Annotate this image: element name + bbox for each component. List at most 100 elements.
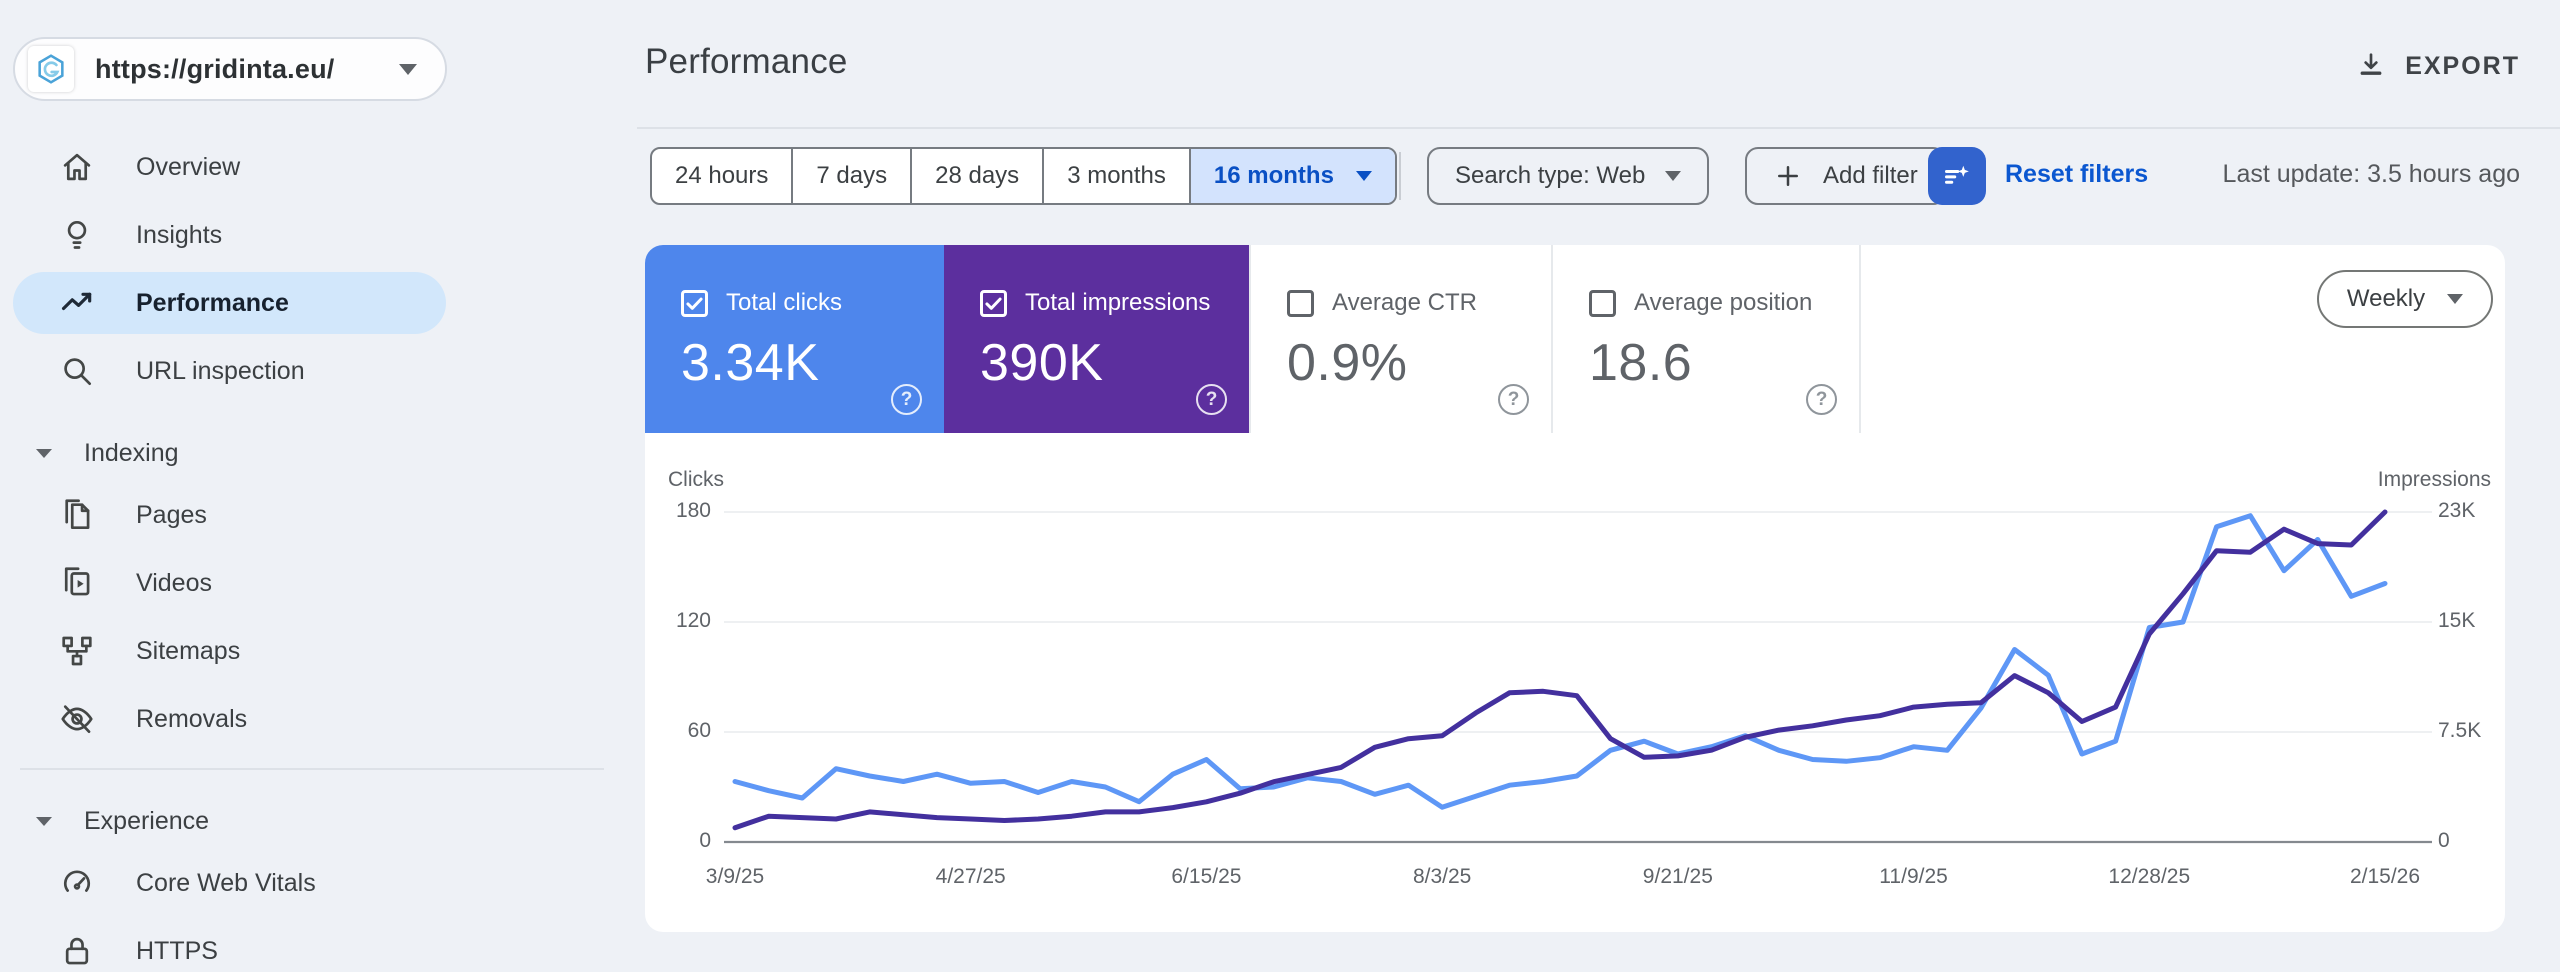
site-logo-icon [28, 46, 74, 92]
left-axis-tick: 0 [699, 829, 711, 852]
right-axis-tick: 0 [2438, 829, 2450, 852]
unchecked-checkbox[interactable] [1589, 289, 1616, 317]
date-range-segmented-control: 24 hours 7 days 28 days 3 months 16 months [650, 147, 1397, 205]
sidebar-item-insights[interactable]: Insights [13, 204, 446, 266]
sidebar-section-experience[interactable]: Experience [0, 790, 612, 852]
sidebar-item-label: Performance [136, 288, 289, 317]
left-axis-tick: 180 [675, 499, 711, 522]
metric-card-header: Average position [1589, 289, 1812, 317]
ai-filter-button[interactable] [1928, 147, 1986, 205]
metric-card-total-impressions[interactable]: Total impressions 390K? [944, 245, 1249, 433]
add-filter-label: Add filter [1823, 162, 1918, 189]
trend-icon [58, 284, 96, 322]
sidebar-item-removals[interactable]: Removals [13, 688, 446, 750]
section-label: Indexing [84, 438, 179, 467]
export-label: EXPORT [2405, 51, 2520, 80]
reset-filters-link[interactable]: Reset filters [2005, 160, 2149, 188]
sidebar-section-indexing[interactable]: Indexing [0, 422, 612, 484]
sidebar-item-label: Overview [136, 152, 241, 181]
page-title: Performance [645, 42, 848, 81]
search-type-label: Search type: Web [1455, 162, 1646, 189]
section-label: Experience [84, 806, 210, 835]
export-button[interactable]: EXPORT [2355, 50, 2520, 82]
last-update-text: Last update: 3.5 hours ago [2222, 160, 2520, 188]
sidebar-item-performance[interactable]: Performance [13, 272, 446, 334]
date-range-28-days[interactable]: 28 days [910, 149, 1042, 203]
metric-card-header: Average CTR [1287, 289, 1477, 317]
chevron-down-icon [36, 816, 52, 826]
x-axis-tick: 11/9/25 [1879, 865, 1948, 888]
x-axis-tick: 8/3/25 [1412, 865, 1472, 888]
metric-label: Total clicks [726, 289, 843, 316]
chart-plot[interactable] [724, 509, 2432, 844]
help-icon[interactable]: ? [1806, 384, 1837, 415]
x-axis-tick: 12/28/25 [2108, 865, 2191, 888]
metric-value: 390K [980, 334, 1104, 392]
date-range-7-days[interactable]: 7 days [791, 149, 910, 203]
sitemap-icon [58, 632, 96, 670]
date-range-3-months[interactable]: 3 months [1042, 149, 1189, 203]
sidebar-item-core-web-vitals[interactable]: Core Web Vitals [13, 852, 446, 914]
metric-label: Average CTR [1332, 289, 1477, 316]
sidebar-item-label: Videos [136, 568, 212, 597]
right-axis-title: Impressions [2377, 468, 2491, 491]
help-icon[interactable]: ? [891, 384, 922, 415]
eye-off-icon [58, 700, 96, 738]
granularity-label: Weekly [2346, 285, 2426, 312]
add-filter-chip[interactable]: Add filter [1745, 147, 1946, 205]
plus-icon [1773, 161, 1803, 191]
metric-card-header: Total impressions [980, 289, 1210, 317]
search-type-chip[interactable]: Search type: Web [1427, 147, 1710, 205]
sidebar-item-label: HTTPS [136, 936, 218, 965]
sidebar-item-url-inspection[interactable]: URL inspection [13, 340, 446, 402]
home-icon [58, 148, 96, 186]
sidebar-item-videos[interactable]: Videos [13, 552, 446, 614]
chevron-down-icon [399, 63, 417, 75]
left-axis-tick: 60 [687, 719, 711, 742]
date-range-16-months[interactable]: 16 months [1188, 149, 1395, 203]
checked-checkbox[interactable] [681, 289, 708, 317]
chevron-down-icon [1355, 171, 1372, 181]
sidebar-item-overview[interactable]: Overview [13, 136, 446, 198]
sidebar-item-label: Pages [136, 500, 207, 529]
help-icon[interactable]: ? [1196, 384, 1227, 415]
checked-checkbox[interactable] [980, 289, 1007, 317]
sidebar-item-label: URL inspection [136, 356, 305, 385]
help-icon[interactable]: ? [1498, 384, 1529, 415]
lock-icon [58, 932, 96, 970]
metric-label: Total impressions [1025, 289, 1211, 316]
property-selector[interactable]: https://gridinta.eu/ [13, 37, 447, 101]
series-line-impressions [732, 509, 2388, 831]
left-axis-title: Clicks [668, 468, 724, 491]
sidebar-divider [20, 768, 604, 770]
sidebar-item-https[interactable]: HTTPS [13, 920, 446, 972]
metric-card-average-ctr[interactable]: Average CTR 0.9%? [1249, 245, 1551, 433]
right-axis-tick: 7.5K [2438, 719, 2482, 742]
performance-panel: Total clicks 3.34K? Total impressions 390K?… [645, 245, 2505, 932]
x-axis-tick: 4/27/25 [935, 865, 1006, 888]
sidebar-nav: Overview Insights Performance URL inspectio… [0, 136, 612, 972]
x-axis-tick: 3/9/25 [705, 865, 765, 888]
metric-label: Average position [1634, 289, 1813, 316]
date-range-label: 24 hours [675, 162, 769, 189]
metric-card-total-clicks[interactable]: Total clicks 3.34K? [645, 245, 944, 433]
filter-row-divider [1399, 152, 1401, 200]
granularity-dropdown[interactable]: Weekly [2317, 270, 2493, 328]
date-range-24-hours[interactable]: 24 hours [652, 149, 791, 203]
bulb-icon [58, 216, 96, 254]
right-axis-tick: 15K [2438, 609, 2476, 632]
metric-card-average-position[interactable]: Average position 18.6? [1551, 245, 1861, 433]
header-divider [637, 127, 2560, 129]
metric-card-header: Total clicks [681, 289, 842, 317]
x-axis-tick: 9/21/25 [1642, 865, 1713, 888]
date-range-label: 28 days [935, 162, 1020, 189]
chevron-down-icon [36, 448, 52, 458]
sidebar: https://gridinta.eu/ Overview Insights Per… [0, 0, 612, 972]
sidebar-item-label: Core Web Vitals [136, 868, 316, 897]
pages-icon [58, 496, 96, 534]
sidebar-item-sitemaps[interactable]: Sitemaps [13, 620, 446, 682]
chevron-down-icon [1665, 171, 1682, 181]
metric-value: 3.34K [681, 334, 820, 392]
unchecked-checkbox[interactable] [1287, 289, 1314, 317]
sidebar-item-pages[interactable]: Pages [13, 484, 446, 546]
